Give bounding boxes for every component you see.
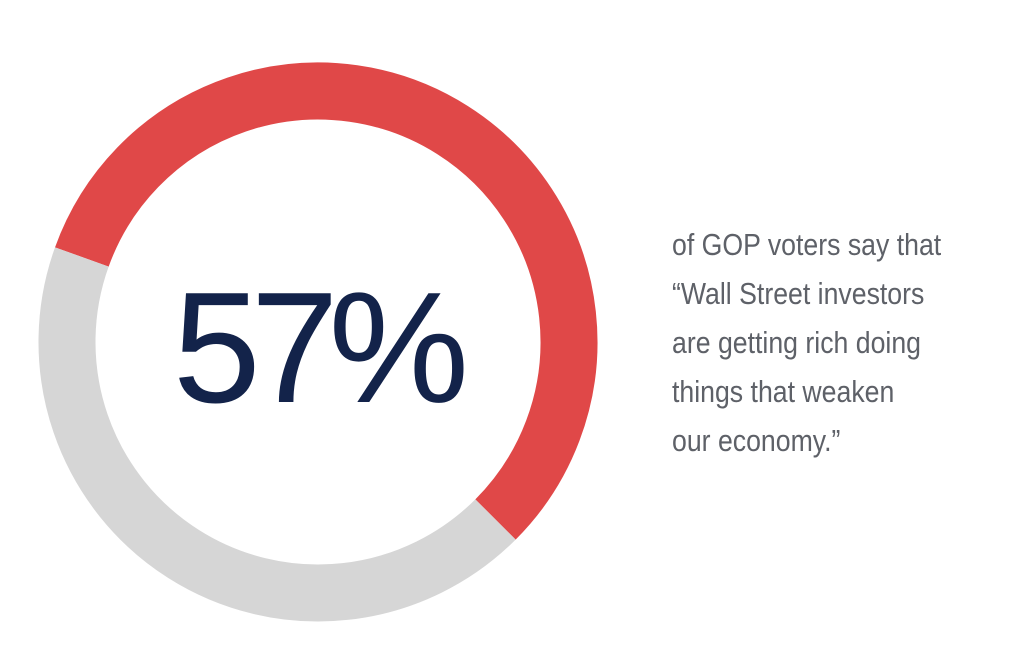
donut-slices <box>38 62 598 622</box>
statement-line: are getting rich doing <box>672 325 921 360</box>
statement-line: “Wall Street investors <box>672 276 925 311</box>
donut-slice-highlight <box>55 62 598 540</box>
statement-line: things that weaken <box>672 374 895 409</box>
statement-line: of GOP voters say that <box>672 227 942 262</box>
statement-text: of GOP voters say that “Wall Street inve… <box>672 220 1012 465</box>
donut-chart: 57% <box>38 62 598 622</box>
donut-slice-remainder <box>38 247 516 622</box>
percentage-value: 57% <box>173 260 464 436</box>
statement-line: our economy.” <box>672 423 841 458</box>
